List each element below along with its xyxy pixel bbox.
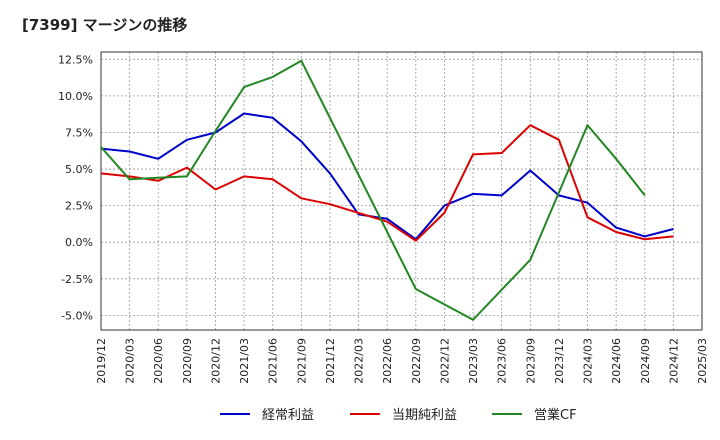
x-tick-label: 2023/12 bbox=[553, 338, 566, 384]
y-tick-label: -2.5% bbox=[61, 273, 93, 286]
x-tick-label: 2025/03 bbox=[696, 338, 709, 384]
chart-title: [7399] マージンの推移 bbox=[22, 16, 188, 34]
x-tick-label: 2024/06 bbox=[610, 338, 623, 384]
x-tick-label: 2021/09 bbox=[295, 338, 308, 384]
series-line-ordinary-profit bbox=[100, 112, 674, 241]
x-tick-label: 2022/12 bbox=[438, 338, 451, 384]
x-tick-label: 2021/03 bbox=[238, 338, 251, 384]
y-tick-label: 5.0% bbox=[65, 163, 93, 176]
x-tick-label: 2023/06 bbox=[496, 338, 509, 384]
x-tick-label: 2023/09 bbox=[524, 338, 537, 384]
x-tick-label: 2019/12 bbox=[95, 338, 108, 384]
x-tick-label: 2021/12 bbox=[324, 338, 337, 384]
x-tick-label: 2020/03 bbox=[124, 338, 137, 384]
x-tick-label: 2022/03 bbox=[353, 338, 366, 384]
legend-swatch bbox=[220, 412, 250, 415]
y-tick-label: 12.5% bbox=[58, 53, 93, 66]
y-tick-label: 7.5% bbox=[65, 126, 93, 139]
plot-border bbox=[100, 51, 703, 331]
legend-label: 営業CF bbox=[534, 408, 577, 423]
legend-item-ordinary-profit: 経常利益 bbox=[220, 404, 314, 423]
y-tick-label: 2.5% bbox=[65, 200, 93, 213]
legend-swatch bbox=[492, 412, 522, 415]
x-tick-label: 2022/06 bbox=[381, 338, 394, 384]
x-tick-label: 2020/12 bbox=[209, 338, 222, 384]
legend-item-net-income: 当期純利益 bbox=[350, 404, 457, 423]
series-line-operating-cf bbox=[100, 59, 646, 321]
x-tick-label: 2023/03 bbox=[467, 338, 480, 384]
x-tick-label: 2022/09 bbox=[410, 338, 423, 384]
legend: 経常利益 当期純利益 営業CF bbox=[0, 398, 720, 432]
y-tick-label: 10.0% bbox=[58, 90, 93, 103]
x-tick-label: 2021/06 bbox=[267, 338, 280, 384]
x-tick-label: 2024/03 bbox=[582, 338, 595, 384]
series-line-net-income bbox=[100, 124, 674, 242]
legend-label: 当期純利益 bbox=[392, 408, 458, 423]
x-tick-label: 2020/06 bbox=[152, 338, 165, 384]
y-tick-label: 0.0% bbox=[65, 236, 93, 249]
legend-label: 経常利益 bbox=[262, 408, 315, 423]
plot-area bbox=[100, 51, 703, 331]
x-tick-label: 2024/09 bbox=[639, 338, 652, 384]
legend-swatch bbox=[350, 412, 380, 415]
y-tick-label: -5.0% bbox=[61, 309, 93, 322]
x-tick-label: 2020/09 bbox=[181, 338, 194, 384]
x-tick-label: 2024/12 bbox=[667, 338, 680, 384]
legend-item-operating-cf: 営業CF bbox=[492, 404, 577, 423]
